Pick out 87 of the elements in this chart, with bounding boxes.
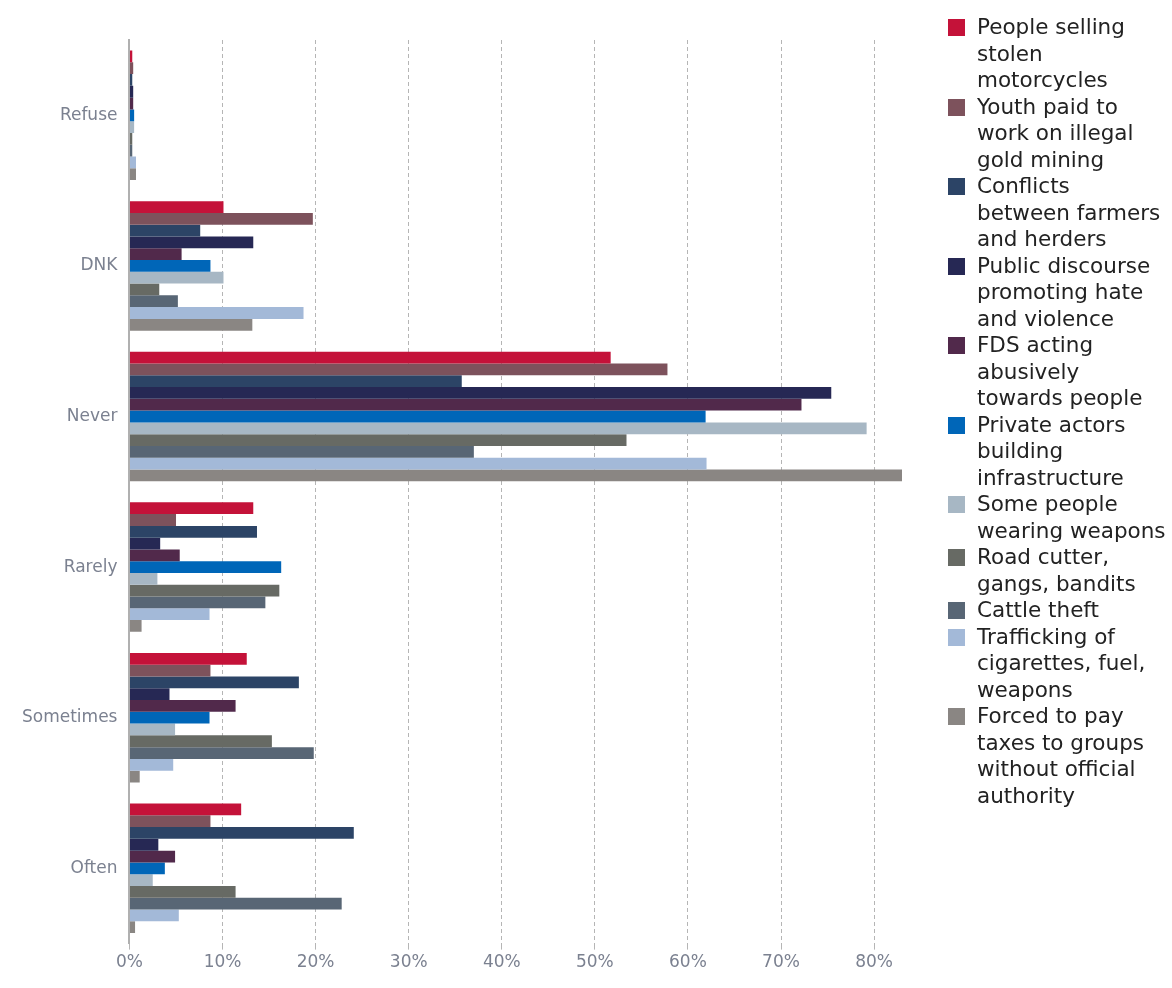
legend-label: Cattle theft (977, 597, 1099, 624)
bar (129, 525, 257, 538)
bar (129, 747, 314, 759)
legend-label: Conflicts between farmers and herders (977, 173, 1162, 253)
legend-label: People selling stolen motorcycles (977, 14, 1126, 94)
x-tick-label: 80% (855, 951, 893, 972)
bar (129, 109, 135, 122)
bar (129, 434, 627, 446)
x-tick-label: 20% (296, 951, 335, 972)
bar (129, 457, 707, 470)
bar (129, 469, 902, 482)
bar (129, 248, 182, 261)
bar (129, 318, 253, 331)
bar (129, 85, 134, 98)
y-tick-label: Rarely (63, 555, 118, 576)
bar (129, 664, 211, 677)
bar (129, 363, 668, 376)
y-tick-label: Sometimes (21, 706, 118, 727)
legend-label: Forced to pay taxes to groups without official authority (977, 703, 1145, 809)
bar (129, 307, 304, 319)
bar (129, 387, 832, 399)
x-tick-label: 60% (669, 951, 707, 972)
legend-label: FDS acting abusively towards people (977, 332, 1144, 412)
x-tick-label: 30% (389, 951, 428, 972)
bar (129, 723, 176, 736)
x-tick-label: 70% (762, 951, 800, 972)
x-tick-label: 40% (482, 951, 521, 972)
y-tick-label: Often (70, 856, 118, 877)
bar (129, 156, 136, 169)
bar (129, 803, 242, 816)
bar (129, 584, 280, 597)
legend-label: Road cutter, gangs, bandits (977, 544, 1137, 597)
bar (129, 445, 474, 458)
y-tick-label: Refuse (59, 103, 118, 124)
bar (129, 897, 342, 910)
bar (129, 676, 299, 689)
bar (129, 711, 210, 724)
bar (129, 537, 161, 550)
bar (129, 260, 211, 272)
bar (129, 62, 134, 75)
bar (129, 827, 354, 839)
bar (129, 236, 254, 249)
bar (129, 502, 254, 515)
bar (129, 549, 180, 562)
bar (129, 815, 211, 828)
legend-label: Trafficking of cigarettes, fuel, weapons (977, 623, 1147, 703)
bar (129, 862, 165, 875)
bar (129, 909, 179, 922)
legend-label: Youth paid to work on illegal gold mining (977, 93, 1135, 173)
bar (129, 422, 867, 435)
legend-label: Private actors building infrastructure (977, 411, 1127, 491)
bar (129, 168, 136, 181)
legend-label: Public discourse promoting hate and violence (977, 252, 1152, 332)
bar (129, 735, 272, 748)
x-tick-label: 0% (115, 951, 143, 972)
bar (129, 410, 706, 423)
bar (129, 620, 142, 632)
bar (129, 652, 247, 665)
bar (129, 572, 158, 585)
bar (129, 351, 611, 364)
bar (129, 514, 177, 526)
bar (129, 608, 210, 621)
bar (129, 850, 176, 863)
bar (129, 700, 236, 712)
bar (129, 295, 178, 308)
bar (129, 838, 159, 851)
bar (129, 375, 462, 388)
bar (129, 688, 170, 701)
bar (129, 885, 236, 898)
legend-label: Some people wearing weapons (977, 491, 1167, 544)
bar (129, 874, 153, 886)
bar (129, 770, 140, 783)
bar (129, 398, 802, 411)
bar (129, 758, 174, 771)
bar (129, 224, 201, 237)
bar (129, 596, 266, 609)
bar (129, 561, 282, 573)
bar (129, 212, 313, 225)
bar (129, 921, 136, 934)
bar (129, 283, 160, 296)
bar (129, 121, 135, 133)
x-tick-label: 10% (203, 951, 242, 972)
x-tick-label: 50% (575, 951, 614, 972)
bar (129, 201, 224, 213)
y-tick-label: Never (66, 404, 118, 425)
bar (129, 271, 224, 284)
y-tick-label: DNK (80, 254, 119, 275)
